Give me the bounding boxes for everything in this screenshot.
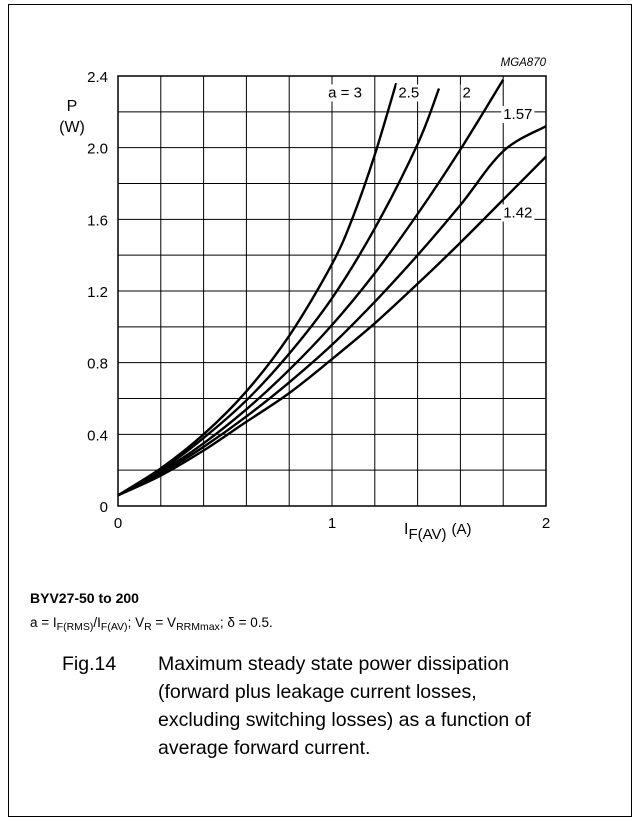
x-tick-label: 2: [542, 515, 550, 532]
x-tick-label: 1: [328, 515, 336, 532]
y-axis-label-unit: (W): [59, 119, 85, 136]
series-line: [117, 82, 398, 497]
y-tick-label: 0.4: [87, 427, 108, 444]
chart-series: [117, 78, 547, 497]
series-label-bg: [396, 84, 422, 102]
plot-border: [117, 75, 547, 507]
series-label-bg: [460, 84, 473, 102]
series-label-bg: [326, 84, 364, 102]
y-tick-label: 1.6: [87, 212, 108, 229]
series-line: [117, 125, 547, 497]
x-axis-label: IF(AV) (A): [404, 521, 472, 543]
series-label: 2.5: [398, 85, 419, 102]
chart-axes: [117, 75, 547, 507]
y-tick-label: 2.0: [87, 141, 108, 158]
x-axis-label-symbol: I: [404, 521, 408, 538]
series-line: [117, 155, 547, 497]
series-label: 1.42: [503, 205, 532, 222]
x-axis-label-subscript: F(AV): [408, 526, 446, 543]
device-name: BYV27-50 to 200: [30, 590, 139, 606]
series-label: a = 3: [328, 85, 362, 102]
figure-number: Fig.14: [62, 653, 117, 675]
conditions-note: a = IF(RMS)/IF(AV); VR = VRRMmax; δ = 0.…: [30, 615, 273, 633]
figure-caption: Maximum steady state power dissipation (…: [158, 653, 531, 759]
figure-code: MGA870: [501, 57, 547, 69]
series-label-bg: [501, 106, 535, 123]
series-label: 1.57: [503, 106, 532, 123]
y-axis-label-symbol: P: [67, 98, 78, 115]
figure-frame: [8, 4, 632, 817]
series-line: [117, 88, 441, 497]
series-line: [117, 78, 505, 497]
y-tick-label: 2.4: [87, 69, 108, 86]
series-label-bg: [501, 204, 535, 222]
y-tick-label: 0: [100, 499, 108, 516]
series-label: 2: [463, 85, 471, 102]
x-tick-label: 0: [114, 515, 122, 532]
y-tick-label: 1.2: [87, 284, 108, 301]
x-axis-label-unit: (A): [452, 521, 472, 538]
y-tick-label: 0.8: [87, 356, 108, 373]
chart-grid: [118, 76, 546, 506]
chart-labels: 0 0.4 0.8 1.2 1.6 2.0 2.4 0 1 2 a = 3 2.5 2 1.57 1.42: [87, 69, 550, 532]
